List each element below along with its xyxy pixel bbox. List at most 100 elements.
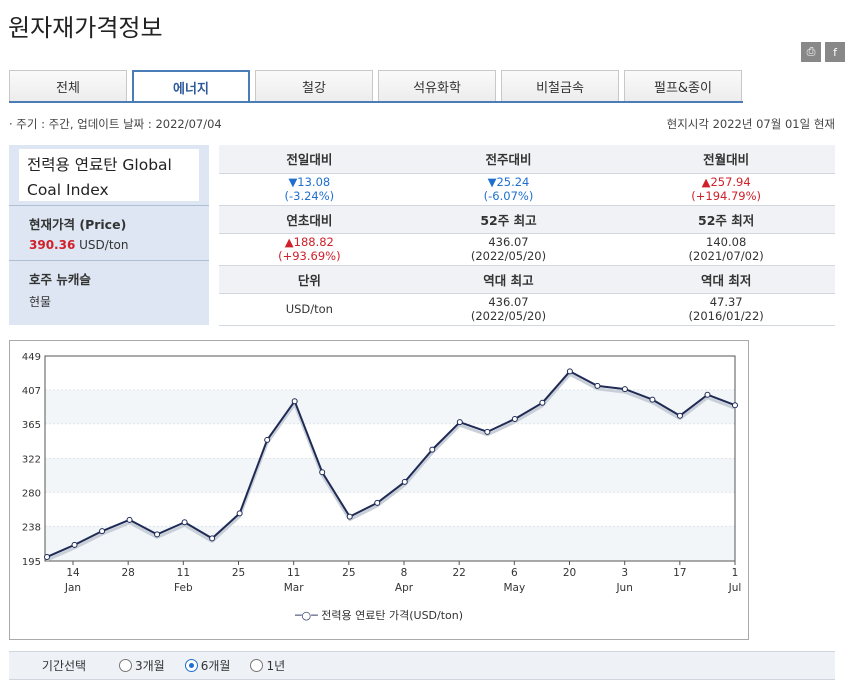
radio-circle[interactable] bbox=[119, 659, 132, 672]
data-point bbox=[374, 499, 381, 506]
utility-icons: ⎙ f bbox=[801, 42, 845, 62]
x-tick-label: 22 bbox=[452, 567, 465, 579]
radio-circle[interactable] bbox=[250, 659, 264, 672]
market-type: 현물 bbox=[29, 295, 52, 309]
data-point bbox=[511, 415, 518, 422]
stats-cell: 140.08 (2021/07/02) bbox=[617, 233, 835, 266]
chart-band bbox=[45, 458, 735, 493]
tab-all[interactable]: 전체 bbox=[9, 70, 127, 102]
stats-cell: USD/ton bbox=[219, 293, 400, 326]
chart-legend: ─○─ 전력용 연료탄 가격(USD/ton) bbox=[10, 607, 748, 623]
data-point bbox=[236, 510, 243, 517]
stats-cell: ▼13.08 (-3.24%) bbox=[219, 173, 400, 206]
y-tick-label: 407 bbox=[22, 386, 41, 397]
series-line bbox=[46, 370, 736, 558]
stats-header: 52주 최고 bbox=[399, 205, 618, 234]
x-tick-label: 11 bbox=[177, 567, 190, 579]
market-section: 호주 뉴캐슬 현물 bbox=[9, 260, 209, 318]
x-tick-label: 20 bbox=[563, 567, 576, 579]
stats-header: 단위 bbox=[219, 265, 400, 294]
data-point bbox=[649, 396, 656, 403]
data-point bbox=[346, 513, 353, 520]
market-label: 호주 뉴캐슬 bbox=[29, 272, 91, 287]
info-row: · 주기 : 주간, 업데이트 날짜 : 2022/07/04 현지시각 202… bbox=[9, 116, 835, 132]
stats-value-row: ▼13.08 (-3.24%) ▼25.24 (-6.07%) ▲257.94 (+1… bbox=[219, 173, 835, 206]
x-tick-label: 6 bbox=[511, 567, 518, 579]
x-month-label: Mar bbox=[284, 582, 304, 594]
stats-header: 역대 최저 bbox=[617, 265, 835, 294]
data-point bbox=[456, 419, 463, 426]
radio-circle[interactable] bbox=[184, 659, 198, 672]
tab-nonferrous[interactable]: 비철금속 bbox=[501, 70, 619, 102]
y-tick-label: 449 bbox=[22, 352, 41, 363]
y-tick-label: 365 bbox=[22, 420, 41, 431]
period-3m-radio[interactable]: 3개월 bbox=[119, 657, 165, 674]
period-label: 기간선택 bbox=[41, 659, 87, 673]
data-point bbox=[484, 428, 491, 435]
data-point bbox=[704, 391, 711, 398]
data-point bbox=[71, 541, 78, 548]
data-point bbox=[44, 553, 50, 560]
data-point bbox=[732, 402, 738, 409]
chart-band bbox=[45, 492, 735, 527]
data-point bbox=[319, 469, 326, 476]
stats-header: 52주 최저 bbox=[617, 205, 835, 234]
data-point bbox=[209, 535, 216, 542]
plot-frame bbox=[44, 355, 736, 562]
data-point bbox=[181, 519, 188, 526]
x-tick-label: 11 bbox=[287, 567, 300, 579]
stats-cell: 47.37 (2016/01/22) bbox=[617, 293, 835, 326]
period-1y-radio[interactable]: 1년 bbox=[250, 657, 285, 674]
x-month-label: Jun bbox=[615, 582, 632, 594]
tab-petrochemical[interactable]: 석유화학 bbox=[378, 70, 496, 102]
x-tick-label: 28 bbox=[121, 567, 134, 579]
stats-header-row: 단위 역대 최고 역대 최저 bbox=[219, 265, 835, 294]
x-tick-label: 25 bbox=[232, 567, 245, 579]
x-tick-label: 25 bbox=[342, 567, 355, 579]
period-6m-radio[interactable]: 6개월 bbox=[184, 657, 231, 674]
price-value: 390.36 bbox=[29, 238, 76, 252]
tab-energy[interactable]: 에너지 bbox=[132, 70, 250, 102]
print-icon[interactable]: ⎙ bbox=[801, 42, 821, 62]
local-time-info: 현지시각 2022년 07월 01일 현재 bbox=[666, 117, 835, 131]
price-value-line: 390.36 USD/ton bbox=[29, 238, 189, 252]
stats-cell: ▲188.82 (+93.69%) bbox=[219, 233, 400, 266]
category-tabs: 전체 에너지 철강 석유화학 비철금속 펄프&종이 bbox=[9, 70, 747, 102]
y-tick-label: 280 bbox=[22, 488, 41, 499]
period-selector: 기간선택 3개월 6개월 1년 bbox=[9, 651, 835, 680]
commodity-name: 전력용 연료탄 Global Coal Index bbox=[19, 149, 199, 201]
stats-header: 전일대비 bbox=[219, 145, 400, 174]
data-point bbox=[676, 412, 683, 419]
stats-value-row: USD/ton 436.07 (2022/05/20) 47.37 (2016/01… bbox=[219, 293, 835, 326]
x-month-label: Feb bbox=[174, 582, 193, 594]
price-section: 현재가격 (Price) 390.36 USD/ton bbox=[9, 205, 209, 260]
update-info: · 주기 : 주간, 업데이트 날짜 : 2022/07/04 bbox=[9, 117, 222, 131]
period-option-label: 3개월 bbox=[135, 659, 165, 673]
x-tick-label: 1 bbox=[732, 567, 739, 579]
stats-header-row: 전일대비 전주대비 전월대비 bbox=[219, 145, 835, 174]
x-tick-label: 14 bbox=[66, 567, 80, 579]
legend-label: 전력용 연료탄 가격(USD/ton) bbox=[321, 609, 464, 622]
stats-cell: ▼25.24 (-6.07%) bbox=[399, 173, 618, 206]
stats-header-row: 연초대비 52주 최고 52주 최저 bbox=[219, 205, 835, 234]
chart-band bbox=[45, 356, 735, 390]
stats-cell: 436.07 (2022/05/20) bbox=[399, 233, 618, 266]
stats-cell: 436.07 (2022/05/20) bbox=[399, 293, 618, 326]
period-option-label: 6개월 bbox=[200, 659, 231, 673]
data-point bbox=[429, 446, 436, 453]
tab-pulp-paper[interactable]: 펄프&종이 bbox=[624, 70, 742, 102]
facebook-icon[interactable]: f bbox=[825, 42, 845, 62]
stats-header: 연초대비 bbox=[219, 205, 400, 234]
x-tick-label: 17 bbox=[673, 567, 686, 579]
chart-band bbox=[45, 389, 735, 424]
stats-cell: ▲257.94 (+194.79%) bbox=[617, 173, 835, 206]
data-point bbox=[126, 516, 133, 523]
stats-value-row: ▲188.82 (+93.69%) 436.07 (2022/05/20) 140.… bbox=[219, 233, 835, 266]
y-tick-label: 195 bbox=[22, 557, 41, 568]
tab-steel[interactable]: 철강 bbox=[255, 70, 373, 102]
data-point bbox=[401, 478, 408, 485]
y-tick-label: 322 bbox=[22, 455, 41, 466]
x-month-label: Apr bbox=[395, 582, 414, 594]
x-tick-label: 8 bbox=[401, 567, 408, 579]
data-point bbox=[264, 436, 271, 443]
